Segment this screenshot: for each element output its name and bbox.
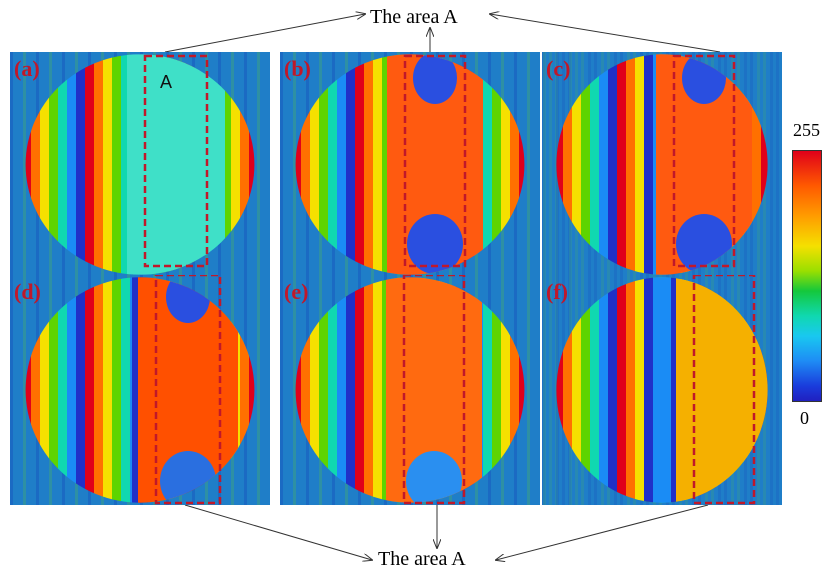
fringe-graphic	[542, 275, 782, 505]
fringe-pattern-image	[10, 52, 270, 277]
arrow-top-from-a	[164, 14, 365, 53]
colorbar	[792, 150, 822, 402]
arrow-top-from-c	[490, 14, 721, 53]
panel-c: (c)	[542, 52, 802, 277]
panel-a: (a) A	[10, 52, 270, 277]
colorbar-min-label: 0	[800, 408, 809, 428]
panel-label: (d)	[14, 279, 41, 304]
panel-label: (b)	[284, 56, 311, 81]
roi-box	[154, 275, 222, 505]
colorbar-max-label: 255	[793, 120, 820, 140]
roi-box	[692, 275, 756, 505]
panel-e: (e)	[280, 275, 540, 505]
roi-box	[403, 54, 467, 268]
roi-box	[143, 54, 209, 268]
fringe-pattern-image	[10, 275, 270, 505]
panel-label: (c)	[546, 56, 571, 81]
fringe-graphic	[280, 52, 540, 277]
roi-box	[672, 54, 736, 268]
fringe-graphic	[542, 52, 782, 277]
caption-top: The area A	[370, 6, 458, 28]
panel-label: (a)	[14, 56, 40, 81]
panel-d: (d)	[10, 275, 270, 505]
fringe-graphic	[280, 275, 540, 505]
fringe-graphic	[10, 275, 270, 505]
arrow-bottom-from-f	[496, 504, 709, 560]
fringe-graphic	[10, 52, 270, 277]
fringe-pattern-image	[280, 52, 540, 277]
fringe-pattern-image	[280, 275, 540, 505]
region-label: A	[160, 72, 173, 92]
panel-label: (e)	[284, 279, 309, 304]
arrow-bottom-from-d	[184, 504, 372, 560]
panel-f: (f)	[542, 275, 802, 505]
caption-bottom: The area A	[378, 548, 466, 570]
panel-label: (f)	[546, 279, 568, 304]
fringe-pattern-image	[542, 52, 782, 277]
panel-b: (b)	[280, 52, 540, 277]
fringe-pattern-image	[542, 275, 782, 505]
roi-box	[402, 275, 466, 505]
